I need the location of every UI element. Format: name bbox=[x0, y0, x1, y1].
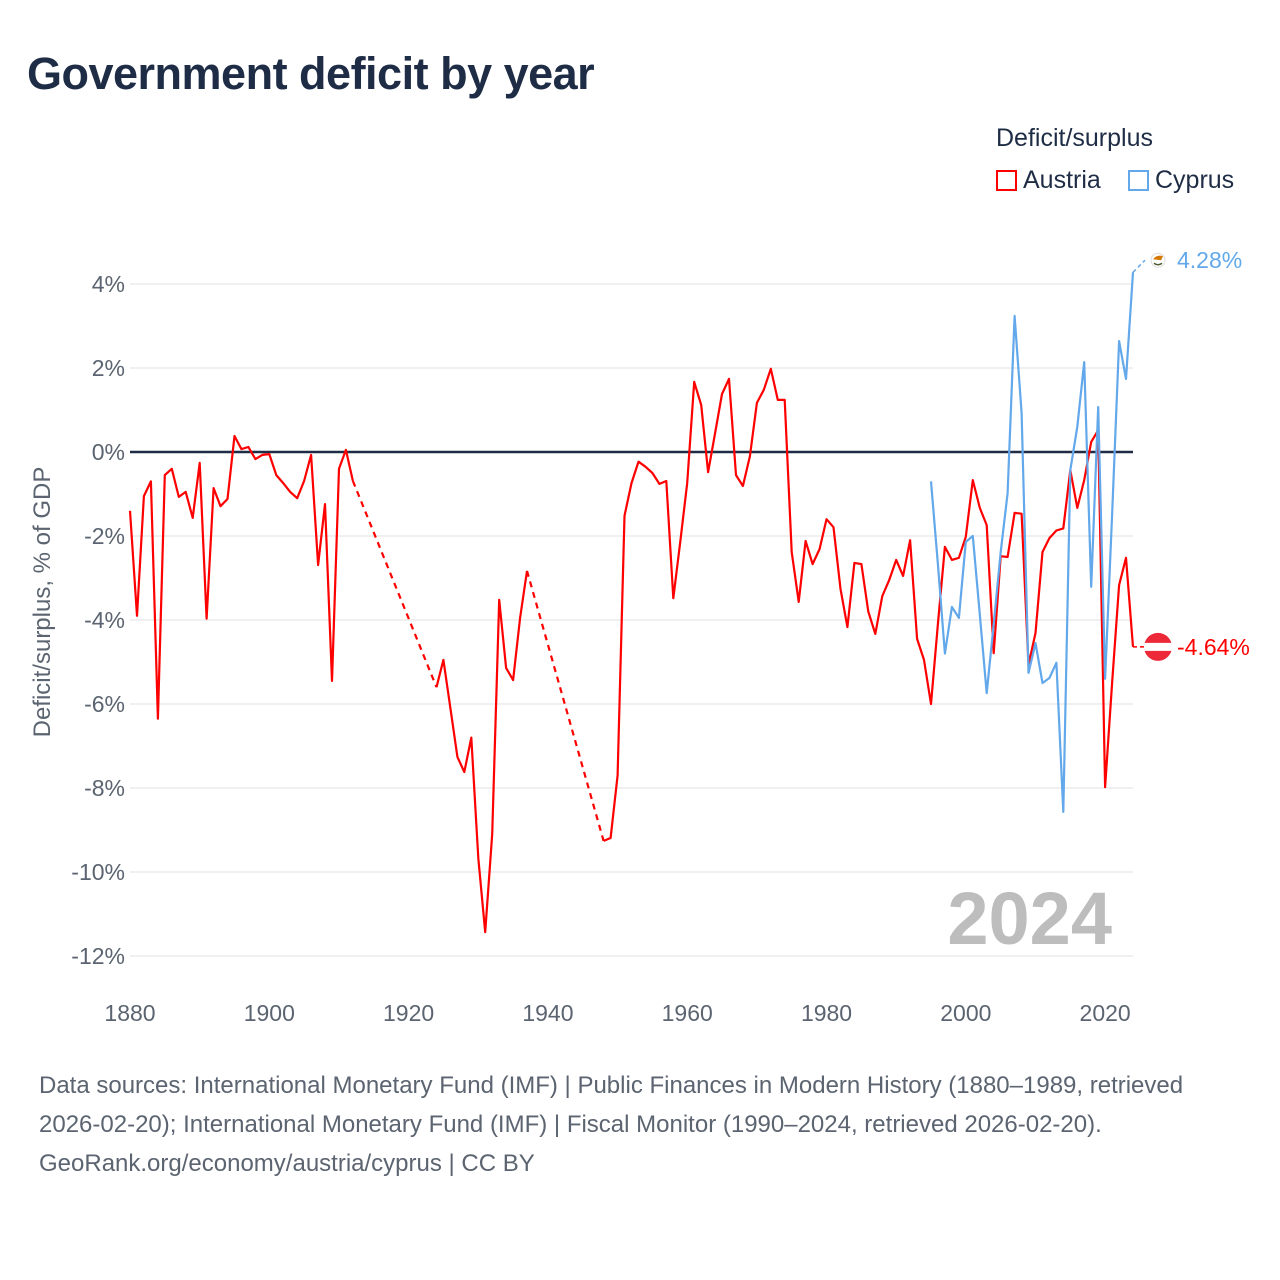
x-tick-label: 1880 bbox=[104, 1000, 155, 1026]
footer: Data sources: International Monetary Fun… bbox=[39, 1066, 1239, 1183]
flag-map bbox=[1153, 255, 1163, 261]
legend-item-cyprus[interactable]: Cyprus bbox=[1128, 166, 1234, 195]
end-connector-cyprus bbox=[1132, 259, 1146, 273]
x-tick-label: 1960 bbox=[662, 1000, 713, 1026]
x-tick-label: 2000 bbox=[940, 1000, 991, 1026]
series-line-cyprus bbox=[929, 272, 1135, 814]
legend-label-cyprus: Cyprus bbox=[1155, 166, 1235, 194]
austria-flag-icon bbox=[1144, 632, 1172, 661]
x-tick-label: 2020 bbox=[1080, 1000, 1131, 1026]
series-gap-austria bbox=[525, 570, 605, 842]
x-tick-label: 1980 bbox=[801, 1000, 852, 1026]
legend-swatch-austria bbox=[996, 170, 1017, 191]
x-tick-label: 1900 bbox=[244, 1000, 295, 1026]
series-gap-austria bbox=[351, 480, 438, 688]
y-tick-label: -2% bbox=[84, 523, 125, 549]
y-tick-label: -12% bbox=[71, 943, 125, 969]
end-label-austria: -4.64% bbox=[1177, 634, 1250, 660]
legend-item-austria[interactable]: Austria bbox=[996, 166, 1101, 195]
series-line-austria bbox=[128, 434, 354, 720]
cyprus-flag-icon bbox=[1150, 252, 1166, 268]
x-tick-label: 1940 bbox=[522, 1000, 573, 1026]
source-link[interactable]: GeoRank.org/economy/austria/cyprus | CC … bbox=[39, 1150, 535, 1177]
x-tick-label: 1920 bbox=[383, 1000, 434, 1026]
legend-swatch-cyprus bbox=[1128, 170, 1149, 191]
y-tick-label: -6% bbox=[84, 691, 125, 717]
chart-title: Government deficit by year bbox=[27, 48, 595, 99]
y-tick-label: 0% bbox=[92, 439, 125, 465]
y-tick-label: -8% bbox=[84, 775, 125, 801]
y-axis-label: Deficit/surplus, % of GDP bbox=[29, 467, 56, 738]
y-tick-label: -10% bbox=[71, 859, 125, 885]
y-tick-label: 4% bbox=[92, 271, 125, 297]
end-label-cyprus: 4.28% bbox=[1177, 247, 1242, 273]
flag-olive bbox=[1153, 262, 1163, 266]
y-tick-label: 2% bbox=[92, 355, 125, 381]
y-tick-label: -4% bbox=[84, 607, 125, 633]
series-line-austria bbox=[603, 367, 1135, 842]
series-line-austria bbox=[435, 570, 529, 934]
flag-stripe bbox=[1144, 642, 1172, 651]
legend-title: Deficit/surplus bbox=[996, 124, 1153, 152]
legend-label-austria: Austria bbox=[1023, 166, 1101, 194]
current-year-watermark: 2024 bbox=[947, 877, 1112, 960]
data-sources: Data sources: International Monetary Fun… bbox=[39, 1072, 1184, 1138]
